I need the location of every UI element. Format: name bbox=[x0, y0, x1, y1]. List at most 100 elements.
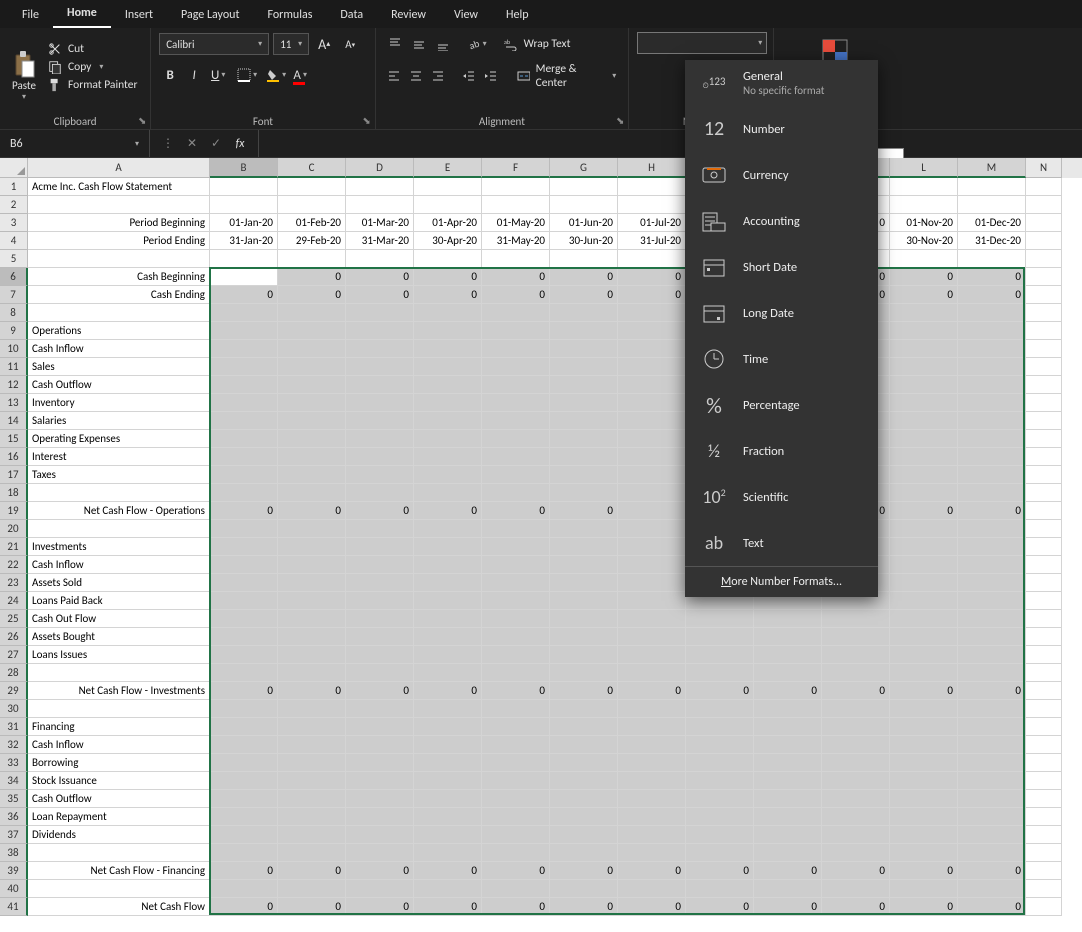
cell[interactable] bbox=[890, 610, 958, 628]
cell[interactable] bbox=[550, 808, 618, 826]
cell[interactable]: 29-Feb-20 bbox=[278, 232, 346, 250]
cell[interactable] bbox=[414, 736, 482, 754]
name-box[interactable]: B6▾ bbox=[0, 130, 150, 157]
cell[interactable] bbox=[618, 430, 686, 448]
cell[interactable] bbox=[618, 772, 686, 790]
cell[interactable] bbox=[550, 250, 618, 268]
bold-button[interactable]: B bbox=[159, 64, 181, 86]
cell[interactable] bbox=[958, 556, 1026, 574]
cell[interactable] bbox=[346, 322, 414, 340]
cell[interactable] bbox=[890, 520, 958, 538]
formula-menu-button[interactable]: ⋮ bbox=[156, 132, 180, 156]
cell[interactable] bbox=[754, 700, 822, 718]
cell[interactable]: Net Cash Flow bbox=[28, 898, 210, 916]
cell[interactable]: 0 bbox=[686, 682, 754, 700]
cell[interactable] bbox=[278, 358, 346, 376]
cell[interactable] bbox=[414, 772, 482, 790]
cell[interactable] bbox=[754, 736, 822, 754]
cell[interactable]: 0 bbox=[346, 286, 414, 304]
number-format-general[interactable]: ⏲123GeneralNo specific format bbox=[685, 60, 878, 106]
cell[interactable] bbox=[482, 880, 550, 898]
cell[interactable] bbox=[278, 880, 346, 898]
cell[interactable]: Cash Inflow bbox=[28, 340, 210, 358]
row-header[interactable]: 38 bbox=[0, 844, 28, 862]
cell[interactable] bbox=[754, 610, 822, 628]
cell[interactable] bbox=[482, 538, 550, 556]
cell[interactable] bbox=[958, 322, 1026, 340]
row-header[interactable]: 29 bbox=[0, 682, 28, 700]
cell[interactable] bbox=[550, 538, 618, 556]
cell[interactable] bbox=[822, 736, 890, 754]
cell[interactable] bbox=[1026, 358, 1062, 376]
cell[interactable] bbox=[414, 358, 482, 376]
cell[interactable]: 0 bbox=[550, 286, 618, 304]
cell[interactable] bbox=[958, 718, 1026, 736]
cell[interactable] bbox=[482, 358, 550, 376]
number-format-number[interactable]: 12Number bbox=[685, 106, 878, 152]
paste-button[interactable]: Paste ▾ bbox=[4, 30, 44, 104]
cell[interactable] bbox=[822, 790, 890, 808]
cell[interactable] bbox=[890, 592, 958, 610]
cell[interactable] bbox=[822, 628, 890, 646]
cell[interactable] bbox=[210, 196, 278, 214]
column-header-D[interactable]: D bbox=[346, 158, 414, 178]
cell[interactable] bbox=[618, 736, 686, 754]
cell[interactable] bbox=[482, 484, 550, 502]
row-header[interactable]: 6 bbox=[0, 268, 28, 286]
cell[interactable] bbox=[550, 754, 618, 772]
cell[interactable]: 31-Dec-20 bbox=[958, 232, 1026, 250]
cell[interactable] bbox=[958, 628, 1026, 646]
cell[interactable] bbox=[550, 772, 618, 790]
cell[interactable] bbox=[890, 304, 958, 322]
cell[interactable]: 0 bbox=[210, 682, 278, 700]
cell[interactable] bbox=[550, 628, 618, 646]
cell[interactable] bbox=[210, 340, 278, 358]
decrease-indent-button[interactable] bbox=[459, 65, 479, 87]
cell[interactable] bbox=[550, 664, 618, 682]
cell[interactable] bbox=[414, 412, 482, 430]
row-header[interactable]: 16 bbox=[0, 448, 28, 466]
cell[interactable]: 0 bbox=[346, 502, 414, 520]
cell[interactable] bbox=[822, 718, 890, 736]
cell[interactable]: 0 bbox=[958, 862, 1026, 880]
cell[interactable] bbox=[414, 484, 482, 502]
cell[interactable] bbox=[550, 826, 618, 844]
cell[interactable] bbox=[414, 700, 482, 718]
cell[interactable]: 0 bbox=[210, 862, 278, 880]
cell[interactable] bbox=[550, 376, 618, 394]
tab-file[interactable]: File bbox=[8, 2, 53, 28]
cell[interactable] bbox=[28, 250, 210, 268]
font-color-button[interactable]: A▾ bbox=[289, 64, 311, 86]
cell[interactable] bbox=[890, 790, 958, 808]
cell[interactable] bbox=[618, 826, 686, 844]
cell[interactable] bbox=[1026, 196, 1062, 214]
row-header[interactable]: 25 bbox=[0, 610, 28, 628]
row-header[interactable]: 22 bbox=[0, 556, 28, 574]
cell[interactable]: 31-May-20 bbox=[482, 232, 550, 250]
cell[interactable] bbox=[482, 700, 550, 718]
cell[interactable] bbox=[1026, 376, 1062, 394]
wrap-text-button[interactable]: ab Wrap Text bbox=[500, 35, 575, 53]
cell[interactable] bbox=[550, 466, 618, 484]
cell[interactable] bbox=[958, 520, 1026, 538]
cell[interactable] bbox=[958, 196, 1026, 214]
cell[interactable] bbox=[414, 664, 482, 682]
cell[interactable] bbox=[278, 754, 346, 772]
cell[interactable] bbox=[958, 340, 1026, 358]
cell[interactable]: 0 bbox=[482, 502, 550, 520]
italic-button[interactable]: I bbox=[183, 64, 205, 86]
cell[interactable]: 0 bbox=[890, 682, 958, 700]
cell[interactable] bbox=[958, 448, 1026, 466]
cell[interactable] bbox=[1026, 682, 1062, 700]
cell[interactable] bbox=[550, 592, 618, 610]
cell[interactable] bbox=[890, 538, 958, 556]
cell[interactable] bbox=[754, 844, 822, 862]
cell[interactable] bbox=[618, 466, 686, 484]
cell[interactable] bbox=[414, 718, 482, 736]
cell[interactable] bbox=[1026, 430, 1062, 448]
cell[interactable] bbox=[1026, 502, 1062, 520]
column-header-N[interactable]: N bbox=[1026, 158, 1062, 178]
cell[interactable] bbox=[278, 664, 346, 682]
number-format-fraction[interactable]: ½Fraction bbox=[685, 428, 878, 474]
cell[interactable]: Cash Beginning bbox=[28, 268, 210, 286]
